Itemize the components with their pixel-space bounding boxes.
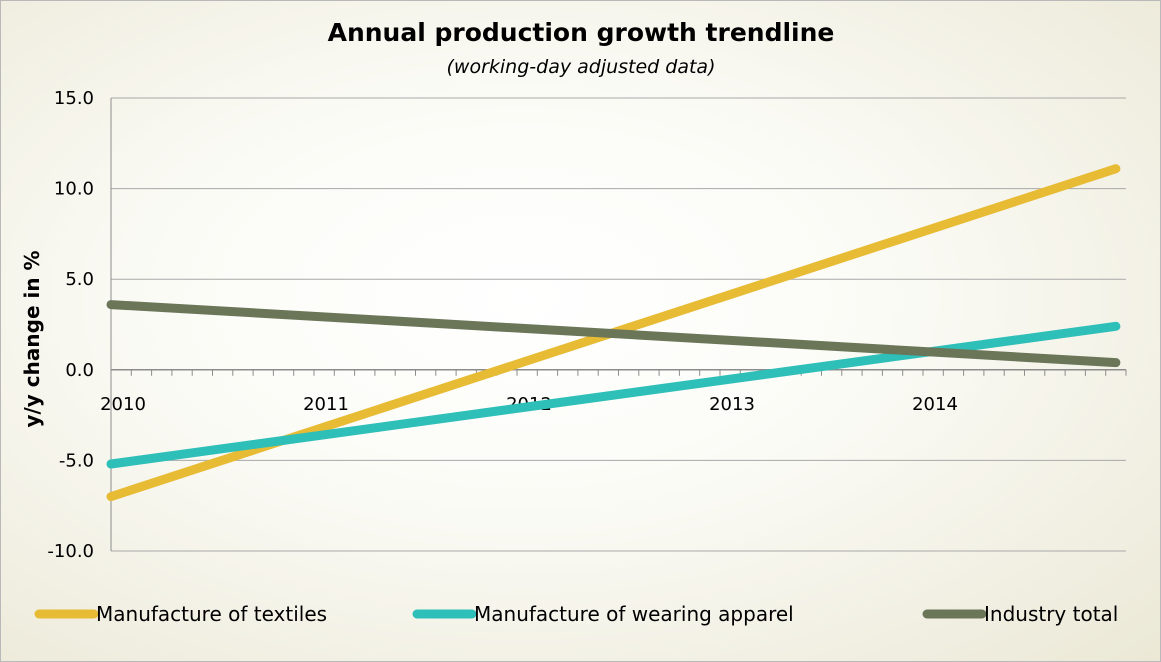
y-tick-label: 0.0 xyxy=(65,360,94,381)
series-line-2 xyxy=(106,321,1121,469)
legend: Manufacture of textiles Manufacture of we… xyxy=(34,602,1118,626)
x-tick-label: 2011 xyxy=(303,394,349,415)
y-tick-label: 5.0 xyxy=(65,269,94,290)
series-line-3 xyxy=(106,300,1121,368)
y-tick-label: 10.0 xyxy=(54,179,94,200)
y-axis-title: y/y change in % xyxy=(20,250,44,427)
chart-title: Annual production growth trendline xyxy=(328,18,835,47)
y-tick-label: 15.0 xyxy=(54,88,94,109)
series-layer xyxy=(106,164,1121,502)
y-tick-label: -5.0 xyxy=(59,450,94,471)
legend-label: Manufacture of wearing apparel xyxy=(474,602,794,626)
grid-layer xyxy=(111,97,1126,552)
x-tick-label: 2014 xyxy=(912,394,958,415)
x-tick-label: 2010 xyxy=(100,394,146,415)
legend-label: Industry total xyxy=(984,602,1118,626)
x-tick-label: 2013 xyxy=(709,394,755,415)
y-tick-label: -10.0 xyxy=(47,541,94,562)
chart-subtitle: (working-day adjusted data) xyxy=(447,56,716,78)
legend-label: Manufacture of textiles xyxy=(96,602,327,626)
